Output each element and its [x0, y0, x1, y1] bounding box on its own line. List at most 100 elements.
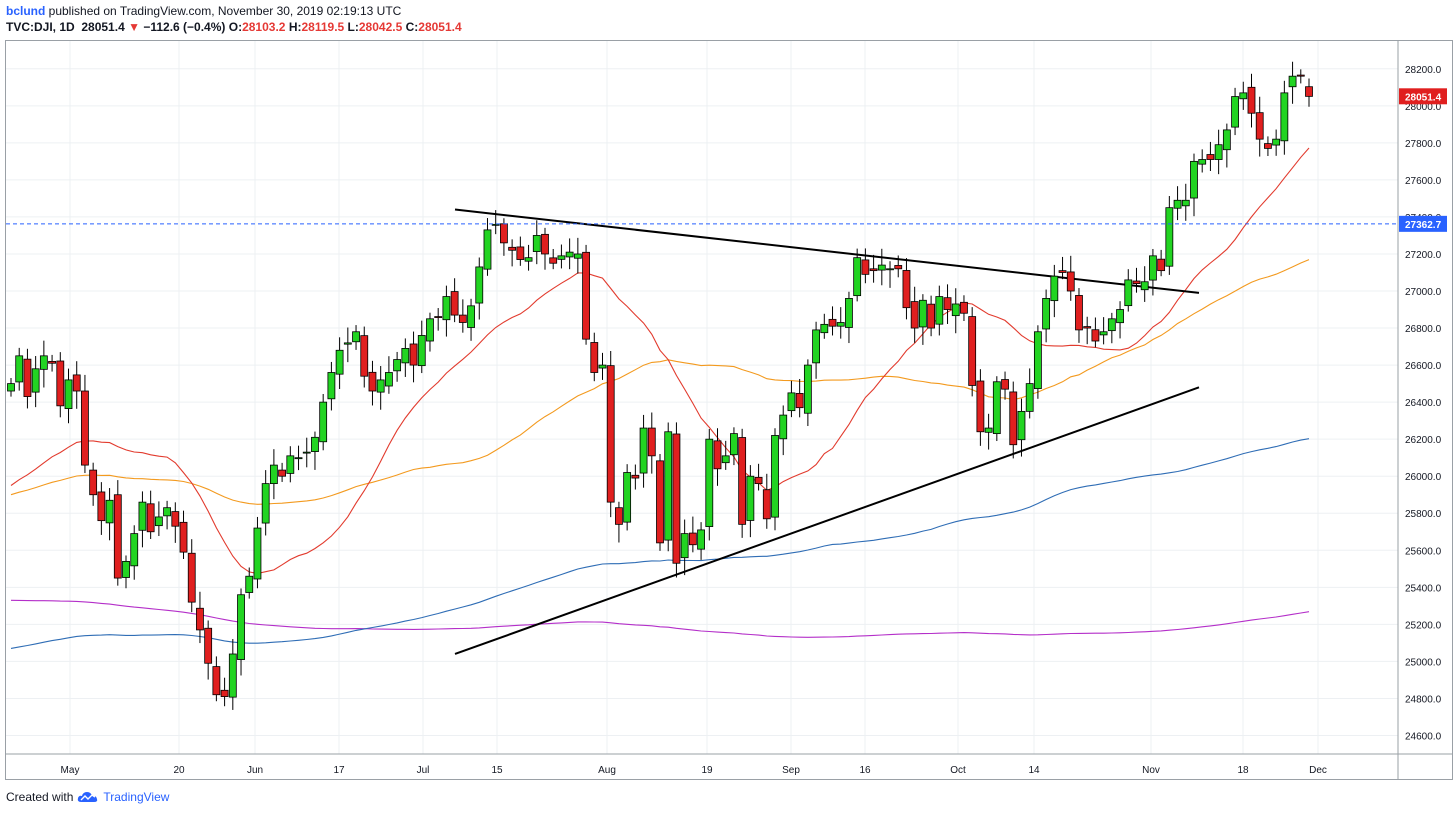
candle-body — [1124, 279, 1133, 307]
candle — [261, 470, 270, 536]
candle — [730, 427, 738, 466]
candle-body — [286, 455, 295, 474]
candle — [721, 440, 730, 470]
candle-body — [450, 291, 459, 316]
candle — [1083, 316, 1092, 345]
candle — [64, 368, 73, 424]
candle-body — [212, 666, 221, 696]
candle — [1116, 301, 1124, 339]
candle — [910, 286, 919, 343]
candle-body — [664, 431, 673, 541]
x-tick-label: Oct — [950, 765, 966, 776]
candle-body — [491, 223, 500, 226]
candle — [672, 422, 681, 578]
candle-body — [1091, 329, 1100, 342]
publish-info: bclund published on TradingView.com, Nov… — [6, 3, 401, 19]
candle-body — [48, 360, 56, 364]
candle-body — [803, 364, 812, 414]
candle — [516, 236, 525, 266]
y-tick-label: 28200.0 — [1405, 65, 1442, 76]
candle-body — [606, 365, 615, 503]
candle — [483, 218, 492, 276]
y-tick-label: 25000.0 — [1405, 657, 1442, 668]
candle-body — [163, 507, 171, 517]
grid — [6, 41, 1398, 754]
candle-body — [902, 270, 911, 309]
candle — [31, 356, 40, 408]
x-tick-label: 17 — [333, 765, 345, 776]
candle — [401, 338, 410, 377]
candle — [861, 248, 870, 284]
candle-body — [105, 499, 114, 524]
low-value: 28042.5 — [358, 20, 403, 34]
candle — [828, 306, 837, 336]
candle — [245, 567, 254, 599]
candle-body — [261, 483, 270, 524]
candle-body — [1272, 138, 1281, 146]
candle — [508, 239, 517, 267]
candle — [237, 588, 245, 676]
candle-body — [311, 436, 319, 452]
candle-body — [746, 475, 755, 521]
candle — [1222, 123, 1231, 168]
candle — [122, 555, 130, 589]
ohlc-legend: TVC:DJI, 1D 28051.4 ▼ −112.6 (−0.4%) O:2… — [6, 19, 462, 35]
tradingview-link[interactable]: TradingView — [103, 790, 170, 804]
author-link[interactable]: bclund — [6, 4, 46, 18]
candle — [902, 258, 911, 320]
candle — [393, 351, 402, 382]
candle-body — [557, 255, 566, 260]
y-tick-label: 26200.0 — [1405, 435, 1442, 446]
x-tick-label: Nov — [1142, 765, 1160, 776]
candle — [1239, 81, 1248, 110]
candle — [1091, 317, 1100, 348]
candle — [984, 413, 993, 450]
candle-body — [393, 359, 402, 372]
candle-body — [1009, 391, 1018, 446]
candle — [894, 255, 903, 278]
candle-body — [992, 381, 1001, 435]
candle-body — [639, 427, 648, 474]
candle — [113, 480, 122, 586]
x-tick-label: Sep — [782, 765, 800, 776]
candle-body — [130, 533, 139, 567]
candle — [491, 210, 500, 235]
candle-body — [968, 316, 977, 386]
candle — [327, 361, 336, 411]
y-tick-label: 24800.0 — [1405, 694, 1442, 705]
candle-body — [647, 427, 656, 457]
candle — [976, 369, 985, 446]
candle-body — [976, 380, 985, 433]
candle — [302, 437, 311, 468]
candle — [1173, 186, 1182, 221]
high-label: H: — [288, 20, 302, 34]
candle-body — [943, 297, 952, 310]
candle-body — [730, 433, 738, 456]
open-value: 28103.2 — [242, 20, 286, 34]
candle-body — [623, 472, 632, 523]
candle — [196, 591, 204, 644]
candle-body — [894, 265, 903, 270]
candle — [927, 295, 936, 337]
candle-body — [1075, 295, 1083, 331]
candle-body — [1288, 75, 1297, 88]
candle-body — [524, 257, 533, 262]
candle — [1288, 61, 1297, 104]
candle-body — [1157, 258, 1166, 272]
candle-body — [771, 435, 779, 518]
candle — [426, 312, 434, 352]
change-value: −112.6 (−0.4%) — [143, 20, 226, 34]
candle-body — [154, 516, 163, 527]
x-tick-label: 18 — [1237, 765, 1249, 776]
last-price-badge — [1399, 88, 1447, 105]
candle — [97, 482, 106, 535]
candle — [253, 516, 262, 589]
candle-body — [1305, 86, 1313, 97]
candle-body — [458, 314, 467, 323]
candle-body — [500, 223, 508, 244]
candle-body — [475, 266, 484, 304]
candle — [1050, 264, 1059, 318]
candle — [171, 502, 180, 543]
candle — [1033, 325, 1042, 399]
